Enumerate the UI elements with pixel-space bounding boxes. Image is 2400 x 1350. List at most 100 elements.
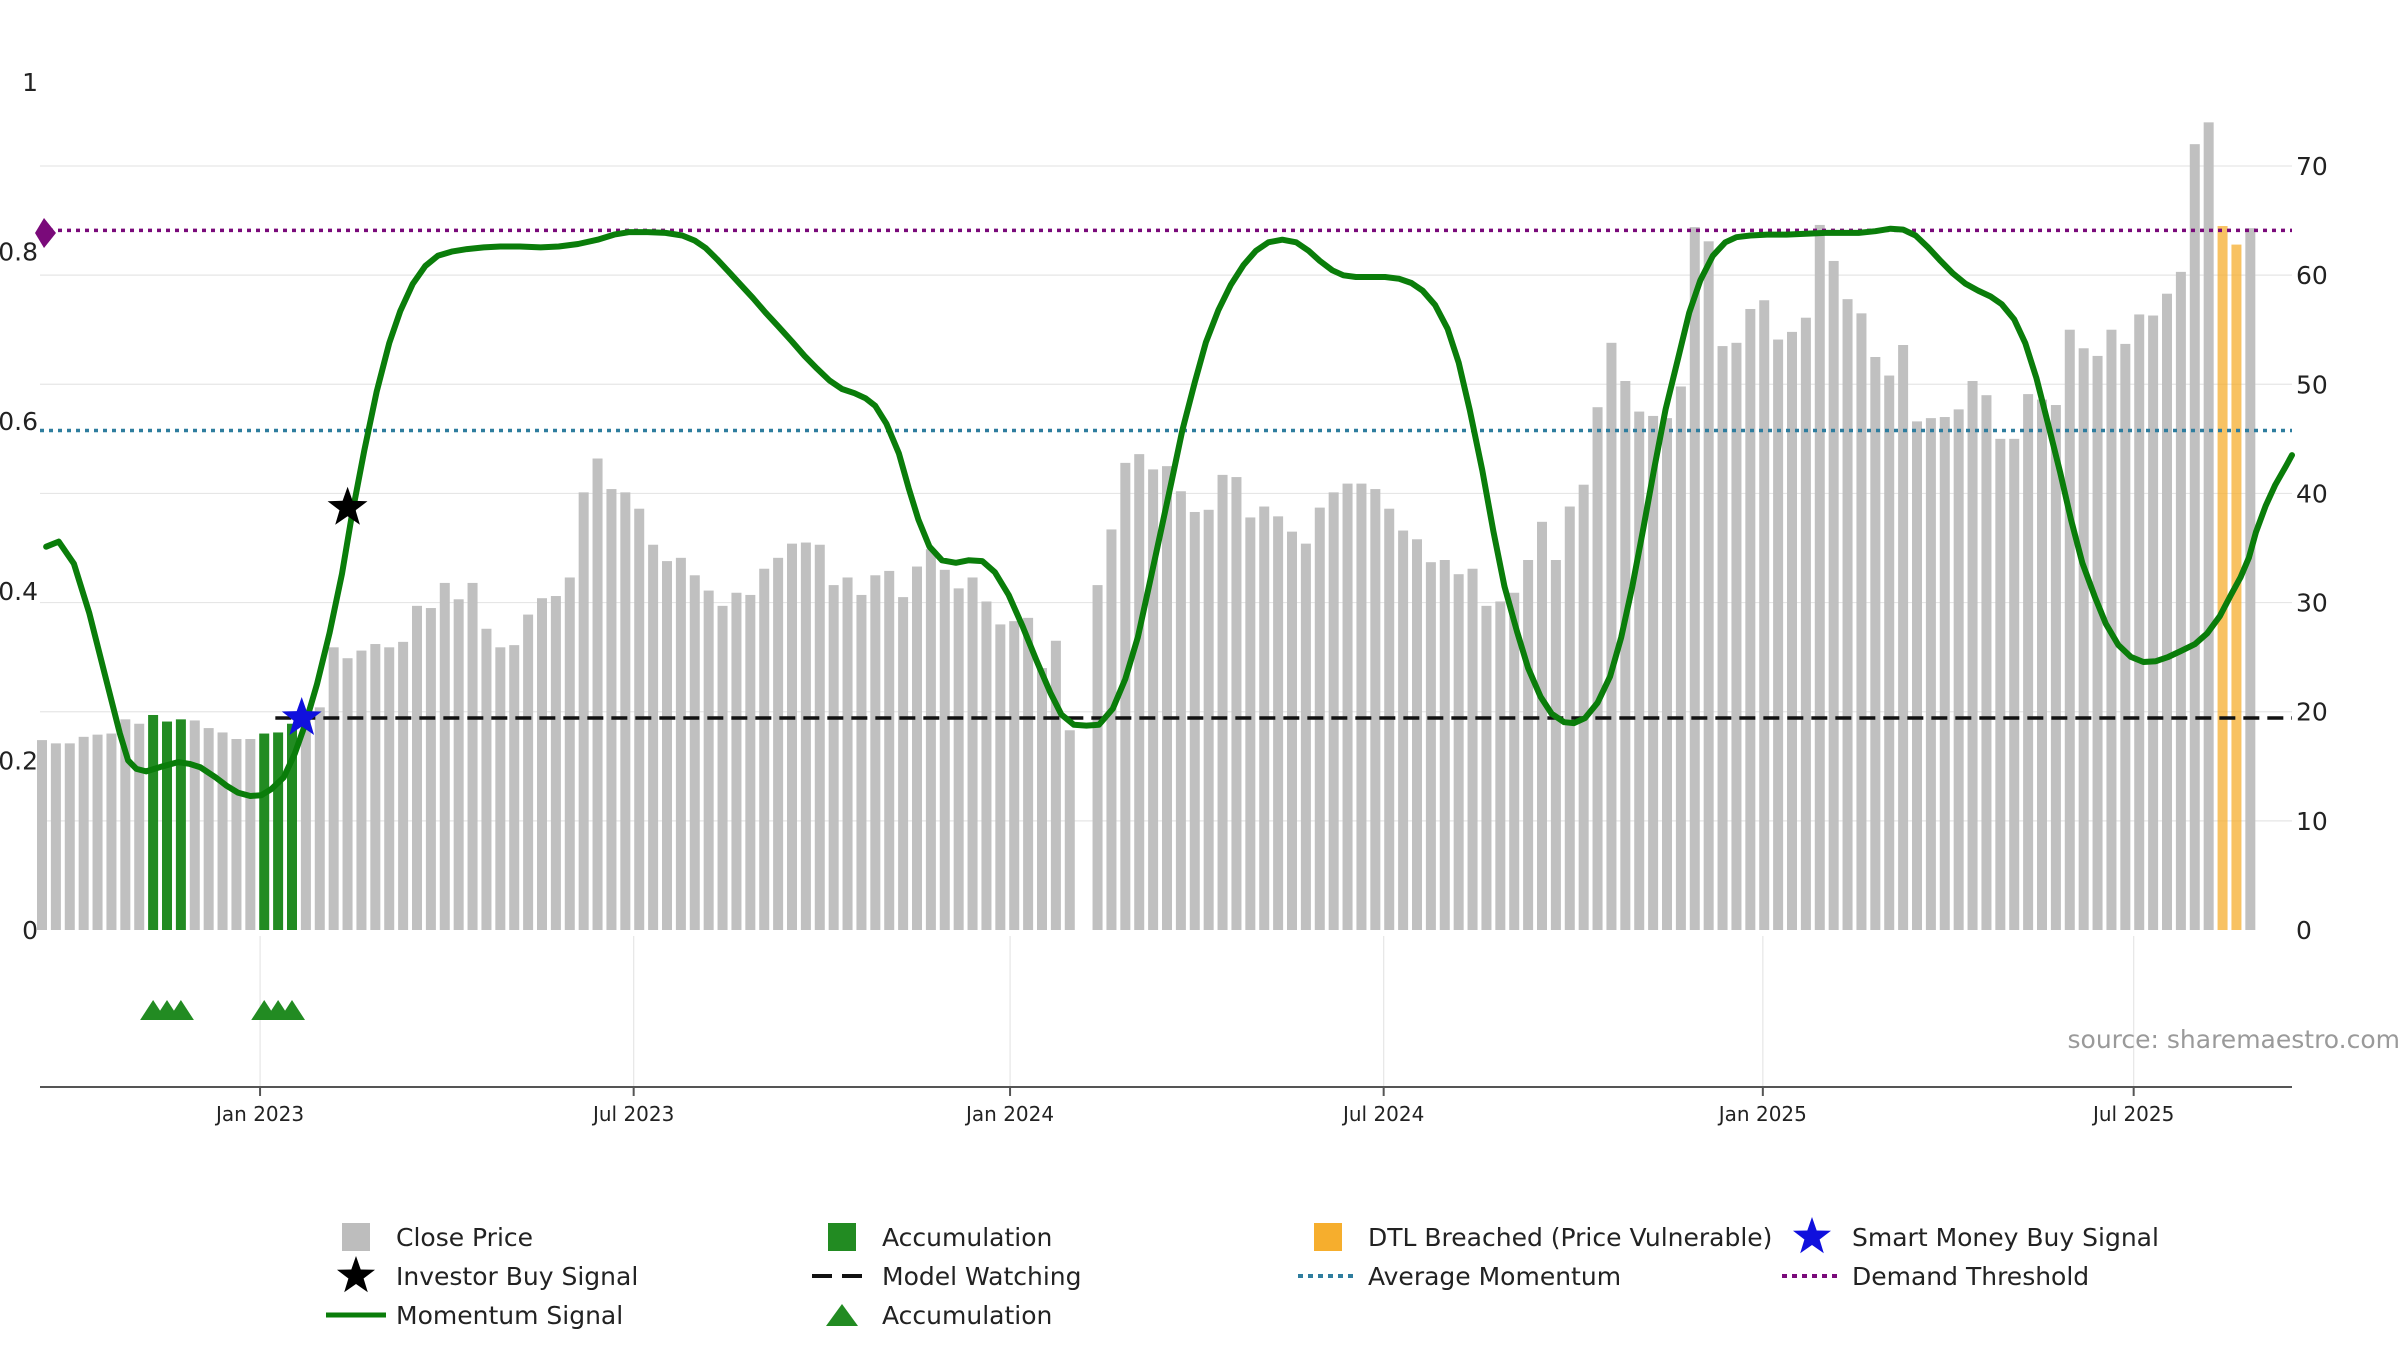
close-price-bar	[2092, 355, 2103, 930]
close-price-bar	[2245, 228, 2256, 930]
close-price-bar	[1037, 668, 1047, 930]
close-price-bar	[245, 739, 256, 930]
right-tick-label: 70	[2296, 152, 2328, 181]
right-tick-label: 20	[2296, 698, 2328, 727]
close-price-bar	[1300, 543, 1311, 930]
close-price-bar	[1175, 491, 1186, 930]
close-price-bar	[1773, 339, 1784, 931]
close-price-bar	[64, 743, 75, 930]
close-price-bar	[1023, 617, 1034, 930]
close-price-bar	[481, 628, 492, 930]
close-price-bar	[703, 590, 714, 930]
close-price-bar	[217, 732, 228, 930]
close-price-bar	[2078, 348, 2089, 931]
x-tick-label: Jan 2025	[1717, 1102, 1807, 1126]
close-price-bar	[398, 641, 409, 930]
close-price-bar	[1425, 562, 1436, 930]
close-price-bar	[1814, 224, 1825, 931]
legend-label: Momentum Signal	[396, 1301, 623, 1330]
close-price-bar	[578, 492, 589, 930]
close-price-bar	[2064, 329, 2075, 930]
legend-item: Close Price	[342, 1223, 533, 1252]
legend-star-icon	[337, 1256, 375, 1293]
x-tick-label: Jan 2023	[214, 1102, 304, 1126]
close-price-bar	[2023, 394, 2034, 930]
close-price-bar	[662, 561, 672, 930]
close-price-bar	[1731, 342, 1742, 931]
close-price-bar	[884, 570, 895, 930]
left-tick-label: 0	[22, 916, 38, 945]
legend-item: Smart Money Buy Signal	[1793, 1217, 2159, 1254]
close-price-bar	[1398, 530, 1409, 930]
close-price-bar	[37, 740, 47, 930]
close-price-bar	[1981, 395, 1992, 930]
close-price-bar	[1856, 313, 1867, 930]
close-price-bar	[1870, 357, 1881, 930]
right-tick-label: 40	[2296, 479, 2328, 508]
momentum-signal	[43, 225, 2295, 799]
close-price-bar	[773, 557, 784, 930]
close-price-bar	[2162, 293, 2172, 930]
close-price-bar	[912, 566, 922, 930]
x-tick-label: Jul 2025	[2091, 1102, 2174, 1126]
legend-star-icon	[1793, 1217, 1831, 1254]
momentum-line	[43, 225, 2295, 799]
close-price-bar	[1898, 344, 1909, 931]
x-tick-label: Jan 2024	[964, 1102, 1054, 1126]
close-price-bar	[356, 650, 367, 930]
close-price-bar	[1703, 241, 1714, 930]
close-price-bar	[745, 594, 756, 930]
legend-square-icon	[342, 1223, 370, 1251]
close-price-bar	[1453, 574, 1464, 930]
legend: Close Price Accumulation DTL Breached (Pri…	[326, 1217, 2159, 1330]
close-price-bar	[800, 542, 811, 930]
close-price-bar	[1592, 407, 1603, 931]
close-price-bar	[1134, 454, 1145, 930]
close-price-bar	[1287, 531, 1297, 930]
close-price-bar	[1120, 462, 1131, 930]
close-price-bar	[2175, 271, 2186, 931]
accumulation-bar	[273, 732, 284, 930]
legend-label: DTL Breached (Price Vulnerable)	[1368, 1223, 1772, 1252]
legend-item: Model Watching	[812, 1262, 1082, 1291]
close-price-bar	[1509, 592, 1520, 930]
close-price-bar	[1189, 511, 1200, 930]
close-price-bar	[1495, 601, 1506, 930]
close-price-bar	[828, 585, 839, 930]
close-price-bar	[1092, 585, 1103, 930]
close-price-bar	[50, 743, 61, 930]
close-price-bar	[300, 719, 311, 930]
close-price-bars	[37, 122, 2256, 931]
close-price-bar	[689, 575, 700, 930]
close-price-bar	[106, 733, 117, 930]
close-price-bar	[620, 492, 631, 930]
close-price-bar	[189, 720, 200, 930]
close-price-bar	[2050, 405, 2061, 931]
accumulation-bar	[287, 723, 297, 930]
close-price-bar	[717, 605, 728, 930]
close-price-bar	[425, 608, 436, 930]
left-tick-label: 1	[22, 68, 38, 97]
close-price-bar	[967, 577, 978, 930]
close-price-bar	[1717, 346, 1728, 931]
close-price-bar	[1828, 260, 1839, 930]
close-price-bar	[328, 647, 339, 930]
close-price-bar	[1912, 421, 1922, 930]
legend-label: Model Watching	[882, 1262, 1082, 1291]
close-price-bar	[1745, 308, 1756, 930]
close-price-bar	[2120, 343, 2131, 931]
close-price-bar	[2037, 399, 2047, 931]
dtl-breached-bar	[2217, 226, 2228, 930]
accumulation-triangle	[279, 1000, 305, 1020]
legend-label: Average Momentum	[1368, 1262, 1621, 1291]
close-price-bar	[1106, 529, 1117, 930]
close-price-bar	[1787, 331, 1797, 930]
axes: Jan 2023 Jul 2023 Jan 2024 Jul 2024 Jan 2025…	[0, 68, 2328, 1126]
close-price-bar	[1439, 560, 1450, 930]
close-price-bar	[939, 569, 950, 930]
close-price-bar	[1759, 300, 1770, 930]
legend-item: Accumulation	[828, 1223, 1052, 1252]
x-tick-label: Jul 2024	[1341, 1102, 1424, 1126]
right-tick-label: 10	[2296, 807, 2328, 836]
close-price-bar	[467, 582, 478, 930]
